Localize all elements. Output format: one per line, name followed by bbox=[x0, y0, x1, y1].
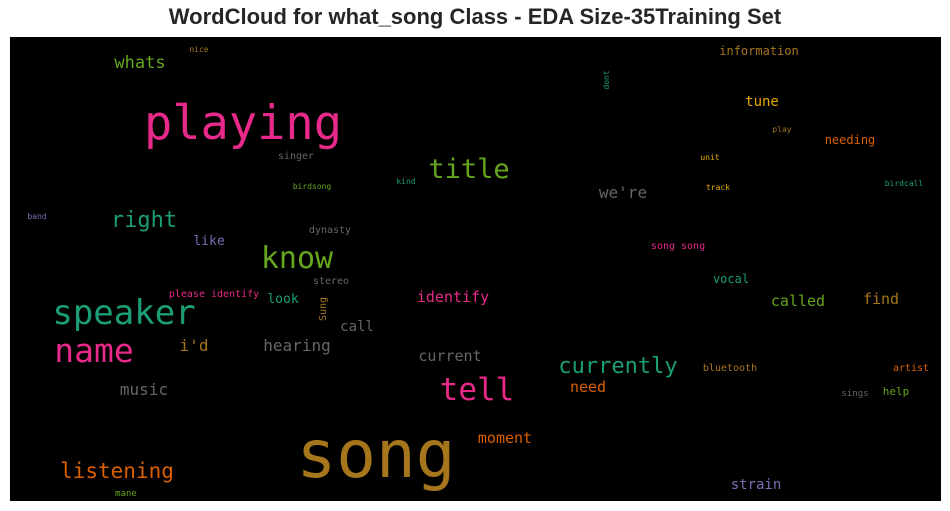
word-name: name bbox=[54, 331, 133, 370]
word-singer: singer bbox=[278, 151, 314, 162]
word-music: music bbox=[120, 380, 168, 399]
word-tune: tune bbox=[745, 94, 779, 110]
word-know: know bbox=[261, 241, 334, 276]
word-whats: whats bbox=[114, 53, 165, 73]
word-identify: identify bbox=[417, 288, 489, 306]
word-mane: mane bbox=[115, 489, 137, 499]
word-title: title bbox=[428, 154, 509, 185]
word-play: play bbox=[772, 125, 791, 134]
word-needing: needing bbox=[825, 133, 876, 147]
word-find: find bbox=[863, 290, 899, 308]
word-dynasty: dynasty bbox=[309, 225, 351, 236]
word-unit: unit bbox=[700, 153, 719, 162]
word-please-identify: please identify bbox=[169, 289, 259, 300]
word-tell: tell bbox=[440, 372, 515, 408]
word-band: band bbox=[27, 212, 46, 221]
word-kind: kind bbox=[396, 177, 415, 186]
word-called: called bbox=[771, 292, 825, 310]
word-we-re: we're bbox=[599, 183, 647, 202]
word-moment: moment bbox=[478, 429, 532, 447]
chart-title: WordCloud for what_song Class - EDA Size… bbox=[168, 4, 782, 29]
word-listening: listening bbox=[60, 459, 174, 483]
word-playing: playing bbox=[144, 96, 342, 151]
word-need: need bbox=[570, 378, 606, 396]
word-birdsong: birdsong bbox=[293, 182, 332, 191]
word-help: help bbox=[883, 385, 910, 398]
word-bluetooth: bluetooth bbox=[703, 363, 757, 374]
word-track: track bbox=[706, 183, 730, 192]
word-hearing: hearing bbox=[263, 336, 330, 355]
word-information: information bbox=[719, 44, 798, 58]
word-right: right bbox=[111, 208, 177, 233]
word-speaker: speaker bbox=[52, 293, 195, 333]
word-nice: nice bbox=[189, 45, 208, 54]
word-strain: strain bbox=[731, 477, 782, 493]
word-sings: sings bbox=[841, 389, 868, 399]
word-stereo: stereo bbox=[313, 276, 349, 287]
word-look: look bbox=[267, 292, 298, 307]
word-song-song: song song bbox=[651, 241, 705, 252]
word-like: like bbox=[193, 234, 224, 249]
word-artist: artist bbox=[893, 363, 929, 374]
word-birdcall: birdcall bbox=[885, 179, 924, 188]
word-song: song bbox=[297, 416, 456, 493]
word-dont: dont bbox=[602, 70, 611, 89]
word-call: call bbox=[340, 319, 374, 335]
word-sung: Sung bbox=[318, 297, 329, 321]
word-current: current bbox=[418, 347, 481, 365]
word-vocal: vocal bbox=[713, 272, 749, 286]
word-currently: currently bbox=[558, 354, 677, 379]
word-i-d: i'd bbox=[180, 336, 209, 355]
